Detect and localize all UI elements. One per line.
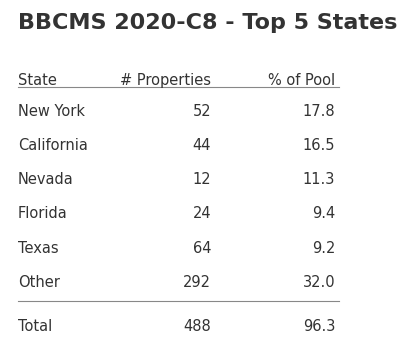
Text: % of Pool: % of Pool xyxy=(268,73,335,88)
Text: 16.5: 16.5 xyxy=(303,138,335,153)
Text: 64: 64 xyxy=(192,241,211,255)
Text: State: State xyxy=(18,73,57,88)
Text: New York: New York xyxy=(18,104,85,119)
Text: Florida: Florida xyxy=(18,206,68,221)
Text: 52: 52 xyxy=(192,104,211,119)
Text: Nevada: Nevada xyxy=(18,172,74,187)
Text: 11.3: 11.3 xyxy=(303,172,335,187)
Text: 32.0: 32.0 xyxy=(302,275,335,289)
Text: California: California xyxy=(18,138,88,153)
Text: 96.3: 96.3 xyxy=(303,319,335,334)
Text: Texas: Texas xyxy=(18,241,58,255)
Text: BBCMS 2020-C8 - Top 5 States: BBCMS 2020-C8 - Top 5 States xyxy=(18,13,397,33)
Text: 9.2: 9.2 xyxy=(312,241,335,255)
Text: 12: 12 xyxy=(192,172,211,187)
Text: 9.4: 9.4 xyxy=(312,206,335,221)
Text: Total: Total xyxy=(18,319,52,334)
Text: 17.8: 17.8 xyxy=(302,104,335,119)
Text: 488: 488 xyxy=(183,319,211,334)
Text: Other: Other xyxy=(18,275,60,289)
Text: 292: 292 xyxy=(183,275,211,289)
Text: 24: 24 xyxy=(192,206,211,221)
Text: # Properties: # Properties xyxy=(120,73,211,88)
Text: 44: 44 xyxy=(192,138,211,153)
